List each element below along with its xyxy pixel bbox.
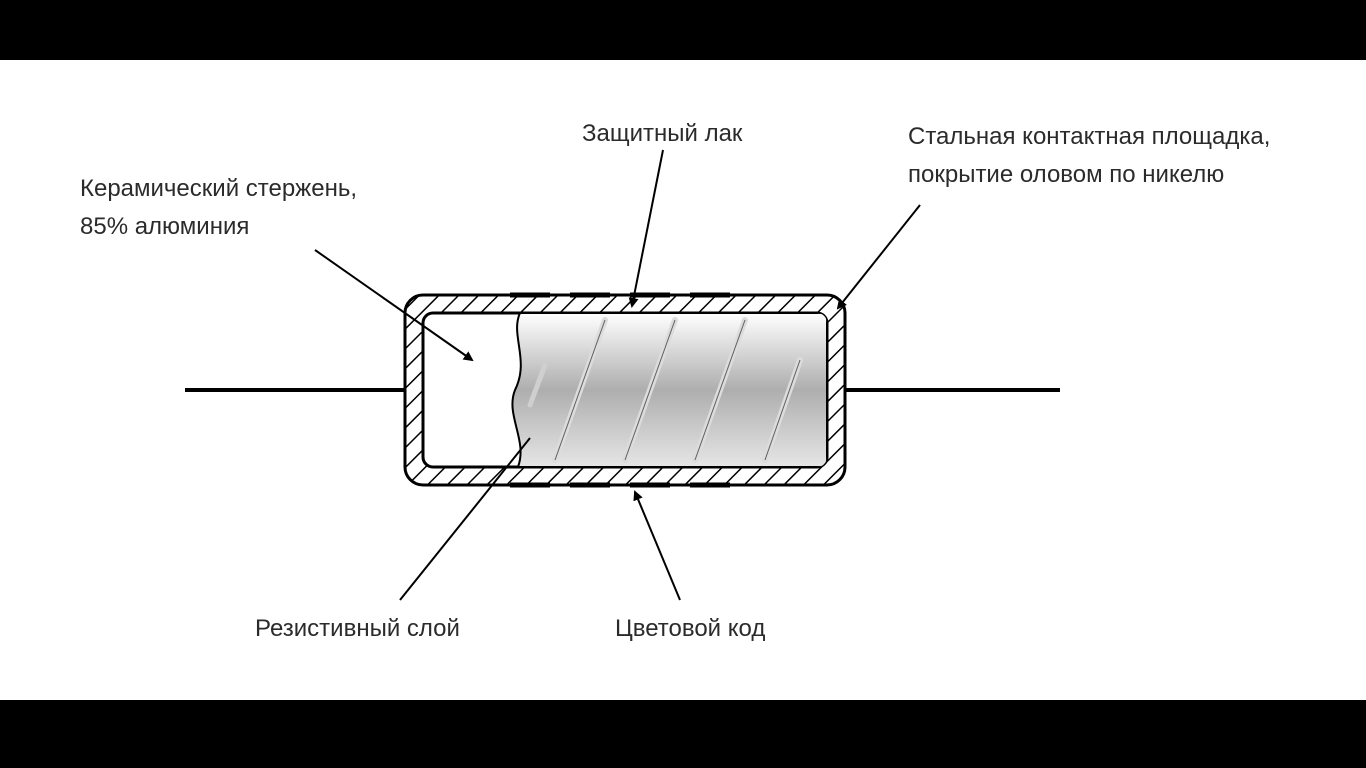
label-resistive-layer: Резистивный слой [255,610,460,648]
arrow-steel-cap [838,205,920,308]
arrow-protective-lacquer [632,150,663,306]
diagram-canvas: Защитный лак Стальная контактная площадк… [0,60,1366,700]
label-color-code: Цветовой код [615,610,765,648]
label-steel-cap: Стальная контактная площадка, покрытие о… [908,118,1270,195]
label-ceramic-rod: Керамический стержень, 85% алюминия [80,170,357,247]
label-protective-lacquer: Защитный лак [582,115,742,153]
arrow-color-code [635,492,680,600]
